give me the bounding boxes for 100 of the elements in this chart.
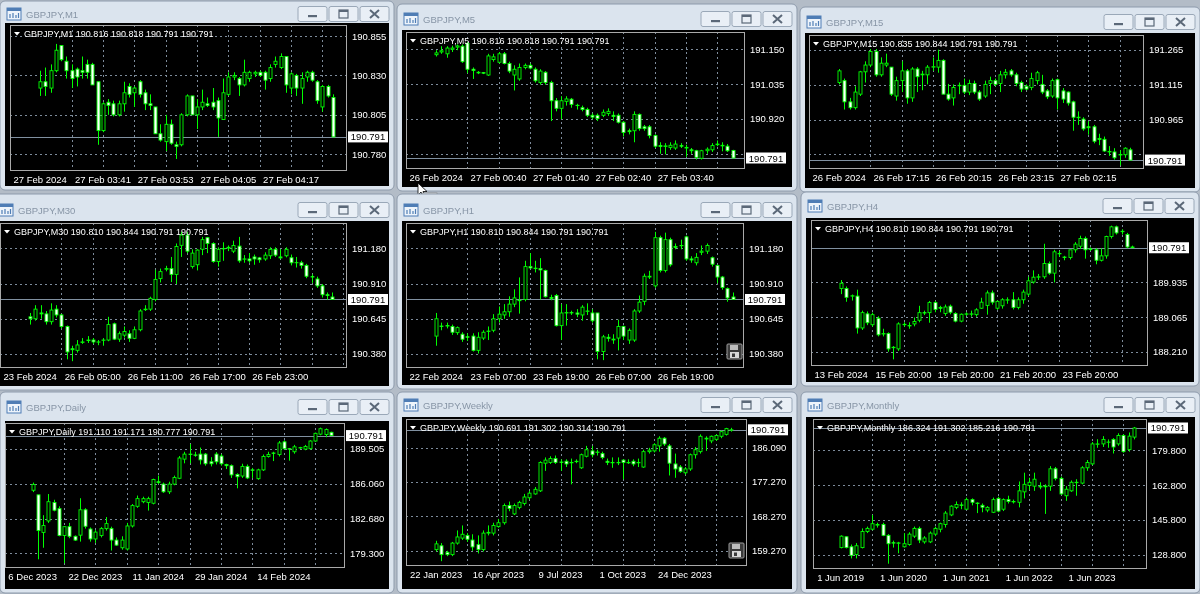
x-tick-label: 26 Feb 23:15 xyxy=(998,171,1055,183)
x-tick-label: 27 Feb 04:05 xyxy=(200,173,257,185)
y-tick-label: 190.830 xyxy=(352,69,387,81)
chart-subtitle: GBPJPY,M1 190.816 190.818 190.791 190.791 xyxy=(24,29,214,39)
x-tick-label: 27 Feb 03:41 xyxy=(74,173,131,185)
y-tick-label: 191.150 xyxy=(750,43,785,55)
x-tick-label: 26 Feb 2024 xyxy=(812,171,866,183)
y-tick-label: 186.090 xyxy=(752,442,787,454)
y-tick-label: 186.060 xyxy=(350,478,385,490)
chart-title: GBPJPY,Monthly xyxy=(827,399,900,411)
ref-line-label: 190.791 xyxy=(750,424,786,436)
x-tick-label: 27 Feb 03:53 xyxy=(137,173,194,185)
chart-subtitle: GBPJPY,M5 190.816 190.818 190.791 190.791 xyxy=(420,36,610,46)
x-tick-label: 26 Feb 23:00 xyxy=(252,370,309,382)
x-tick-label: 29 Jan 2024 xyxy=(194,570,248,582)
y-tick-label: 189.935 xyxy=(1153,276,1188,288)
x-tick-label: 9 Jul 2023 xyxy=(538,568,583,580)
chart-subtitle: GBPJPY,M15 190.835 190.844 190.791 190.791 xyxy=(823,39,1018,49)
ref-line-label: 190.791 xyxy=(748,152,784,164)
x-tick-label: 6 Dec 2023 xyxy=(8,570,57,582)
x-tick-label: 22 Dec 2023 xyxy=(68,570,123,582)
y-tick-label: 191.035 xyxy=(750,78,785,90)
y-tick-label: 190.855 xyxy=(352,30,387,42)
y-tick-label: 190.910 xyxy=(352,278,387,290)
x-tick-label: 1 Jun 2021 xyxy=(942,571,990,583)
y-tick-label: 177.270 xyxy=(752,476,787,488)
y-tick-label: 168.270 xyxy=(752,510,787,522)
x-tick-label: 22 Jan 2023 xyxy=(410,568,463,580)
y-tick-label: 189.505 xyxy=(350,443,385,455)
x-tick-label: 23 Feb 19:00 xyxy=(533,370,590,382)
x-tick-label: 26 Feb 07:00 xyxy=(595,370,652,382)
y-tick-label: 191.265 xyxy=(1149,44,1184,56)
x-tick-label: 27 Feb 02:15 xyxy=(1060,171,1117,183)
x-tick-label: 19 Feb 20:00 xyxy=(937,368,994,380)
y-tick-label: 145.800 xyxy=(1152,514,1187,526)
x-tick-label: 14 Feb 2024 xyxy=(257,570,311,582)
chart-subtitle: GBPJPY,M30 190.810 190.844 190.791 190.791 xyxy=(14,227,209,237)
y-tick-label: 179.300 xyxy=(350,547,385,559)
ref-line-label: 190.791 xyxy=(350,293,386,305)
ref-line-label: 190.791 xyxy=(747,293,783,305)
ref-line-label: 190.791 xyxy=(1147,154,1183,166)
text: GBPJPY,Daily 191.110 191.171 190.777 190.791 xyxy=(19,427,216,437)
chart-title: GBPJPY,M30 xyxy=(18,204,76,216)
y-tick-label: 190.910 xyxy=(749,278,784,290)
x-tick-label: 24 Dec 2023 xyxy=(657,568,712,580)
y-tick-label: 182.680 xyxy=(350,513,385,525)
ref-line-label: 190.791 xyxy=(350,131,386,143)
x-tick-label: 26 Feb 2024 xyxy=(409,171,463,183)
y-tick-label: 190.645 xyxy=(352,313,387,325)
y-tick-label: 190.380 xyxy=(749,348,784,360)
x-tick-label: 26 Feb 17:15 xyxy=(873,171,930,183)
y-tick-label: 190.920 xyxy=(750,113,785,125)
x-tick-label: 1 Jun 2022 xyxy=(1005,571,1053,583)
x-tick-label: 26 Feb 17:00 xyxy=(189,370,246,382)
y-tick-label: 190.380 xyxy=(352,348,387,360)
y-tick-label: 159.270 xyxy=(752,545,787,557)
y-tick-label: 190.965 xyxy=(1149,114,1184,126)
y-tick-label: 190.780 xyxy=(352,148,387,160)
x-tick-label: 1 Jun 2020 xyxy=(879,571,928,583)
x-tick-label: 22 Feb 2024 xyxy=(409,370,463,382)
x-tick-label: 27 Feb 00:40 xyxy=(470,171,527,183)
ref-line-label: 190.791 xyxy=(1151,242,1187,254)
x-tick-label: 27 Feb 03:40 xyxy=(657,171,714,183)
x-tick-label: 11 Jan 2024 xyxy=(132,570,185,582)
y-tick-label: 179.800 xyxy=(1152,444,1187,456)
x-tick-label: 21 Feb 20:00 xyxy=(1000,368,1057,380)
x-tick-label: 13 Feb 2024 xyxy=(814,368,868,380)
x-tick-label: 23 Feb 2024 xyxy=(3,370,57,382)
x-tick-label: 27 Feb 2024 xyxy=(13,173,67,185)
x-tick-label: 27 Feb 04:17 xyxy=(263,173,320,185)
x-tick-label: 15 Feb 20:00 xyxy=(875,368,932,380)
x-tick-label: 26 Feb 11:00 xyxy=(127,370,183,382)
y-tick-label: 191.180 xyxy=(352,242,387,254)
chart-title: GBPJPY,H1 xyxy=(423,204,475,216)
x-tick-label: 16 Apr 2023 xyxy=(472,568,524,580)
x-tick-label: 1 Jun 2019 xyxy=(817,571,865,583)
chart-subtitle: GBPJPY,H1 190.810 190.844 190.791 190.791 xyxy=(420,227,609,237)
y-tick-label: 128.800 xyxy=(1152,549,1187,561)
x-tick-label: 23 Feb 20:00 xyxy=(1062,368,1119,380)
chart-title: GBPJPY,M1 xyxy=(26,8,79,20)
y-tick-label: 191.115 xyxy=(1149,79,1183,91)
x-tick-label: 26 Feb 05:00 xyxy=(64,370,121,382)
x-tick-label: 27 Feb 01:40 xyxy=(532,171,589,183)
y-tick-label: 190.645 xyxy=(749,313,784,325)
ref-line-label: 190.791 xyxy=(1150,422,1186,434)
x-tick-label: 1 Oct 2023 xyxy=(599,568,646,580)
y-tick-label: 188.210 xyxy=(1153,346,1188,358)
chart-title: GBPJPY,Weekly xyxy=(423,399,494,411)
x-tick-label: 26 Feb 19:00 xyxy=(657,370,714,382)
x-tick-label: 27 Feb 02:40 xyxy=(595,171,652,183)
y-tick-label: 191.180 xyxy=(749,242,784,254)
y-tick-label: 162.800 xyxy=(1152,479,1187,491)
chart-title: GBPJPY,Daily xyxy=(26,401,87,413)
chart-title: GBPJPY,M15 xyxy=(826,16,884,28)
x-tick-label: 26 Feb 20:15 xyxy=(935,171,992,183)
y-tick-label: 190.805 xyxy=(352,109,387,121)
chart-title: GBPJPY,M5 xyxy=(423,13,476,25)
y-tick-label: 189.065 xyxy=(1153,311,1188,323)
ref-line-label: 190.791 xyxy=(348,430,384,442)
chart-title: GBPJPY,H4 xyxy=(827,200,879,212)
